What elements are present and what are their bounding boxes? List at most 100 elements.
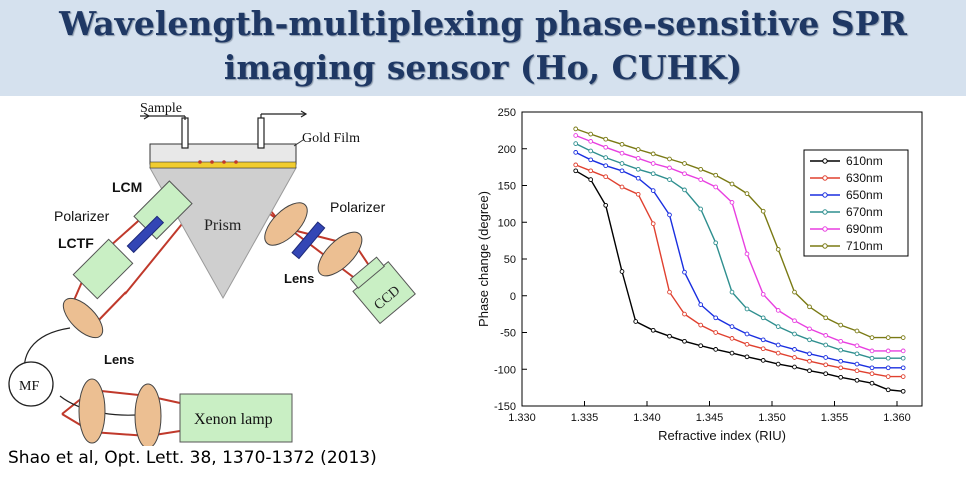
label-polarizer-left: Polarizer	[54, 208, 110, 224]
data-point-630nm	[635, 191, 641, 197]
data-point-690nm	[573, 133, 579, 138]
data-point-690nm	[869, 348, 875, 354]
data-point-630nm	[713, 330, 719, 335]
data-point-630nm	[775, 350, 781, 356]
data-point-630nm	[869, 371, 875, 377]
data-point-610nm	[869, 380, 875, 386]
y-tick-label: 250	[498, 107, 516, 119]
x-axis-label: Refractive index (RIU)	[658, 428, 786, 443]
data-point-710nm	[635, 147, 641, 152]
lens-bottom-2	[134, 383, 162, 446]
x-tick-label: 1.330	[508, 412, 536, 424]
data-point-710nm	[869, 335, 875, 340]
data-point-650nm	[744, 331, 750, 337]
data-point-710nm	[667, 156, 672, 162]
label-xenon-lamp: Xenon lamp	[194, 411, 273, 428]
legend-label-710nm: 710nm	[846, 239, 883, 253]
data-point-630nm	[900, 374, 906, 379]
data-point-630nm	[838, 365, 844, 371]
label-polarizer-right: Polarizer	[330, 199, 386, 215]
data-point-610nm	[650, 327, 656, 333]
data-point-670nm	[838, 347, 844, 353]
data-point-650nm	[650, 188, 656, 193]
legend-marker-630nm	[822, 175, 828, 181]
label-prism: Prism	[204, 217, 242, 234]
data-point-670nm	[775, 324, 781, 329]
data-point-690nm	[900, 348, 906, 354]
data-point-650nm	[603, 163, 609, 169]
series-line-690nm	[575, 134, 904, 352]
data-point-690nm	[838, 338, 844, 344]
data-point-710nm	[588, 131, 594, 137]
data-point-670nm	[854, 351, 860, 357]
data-point-690nm	[619, 150, 625, 156]
data-point-690nm	[603, 144, 609, 150]
data-point-710nm	[650, 151, 656, 157]
y-tick-label: 0	[510, 291, 516, 303]
polarizer-right	[291, 221, 326, 260]
label-lctf: LCTF	[58, 235, 94, 251]
data-point-650nm	[729, 324, 735, 329]
legend-marker-670nm	[822, 209, 828, 215]
data-point-630nm	[573, 162, 579, 168]
data-point-610nm	[633, 319, 639, 324]
data-point-670nm	[869, 355, 875, 361]
data-point-670nm	[682, 187, 687, 193]
label-gold-film: Gold Film	[302, 131, 360, 146]
y-tick-label: 100	[498, 217, 516, 229]
legend-marker-710nm	[822, 243, 828, 249]
data-point-670nm	[635, 166, 641, 172]
data-point-650nm	[619, 168, 625, 174]
data-point-710nm	[792, 289, 797, 295]
data-point-630nm	[667, 289, 672, 295]
data-point-650nm	[775, 342, 781, 348]
x-tick-label: 1.345	[696, 412, 724, 424]
data-point-610nm	[792, 364, 797, 370]
data-point-610nm	[900, 388, 906, 394]
legend-label-650nm: 650nm	[846, 188, 883, 202]
data-point-670nm	[760, 315, 766, 321]
legend-box	[803, 149, 909, 257]
legend-label-610nm: 610nm	[846, 154, 883, 168]
y-tick-label: 50	[504, 254, 516, 266]
label-mf: MF	[19, 379, 39, 394]
legend-label-630nm: 630nm	[846, 171, 883, 185]
data-point-670nm	[603, 155, 609, 160]
lctf-component	[72, 238, 134, 300]
legend-marker-610nm	[822, 158, 828, 164]
data-point-630nm	[729, 336, 735, 341]
data-point-690nm	[775, 308, 781, 313]
label-sample: Sample	[140, 101, 182, 116]
data-point-650nm	[854, 361, 860, 367]
data-point-610nm	[588, 177, 594, 182]
data-point-610nm	[603, 202, 609, 208]
lens-right-2	[317, 231, 363, 277]
data-point-710nm	[744, 191, 750, 196]
data-point-710nm	[775, 247, 781, 252]
data-point-670nm	[744, 306, 750, 312]
data-point-630nm	[744, 341, 750, 347]
data-point-650nm	[698, 302, 704, 307]
data-point-630nm	[619, 184, 625, 190]
data-point-650nm	[900, 365, 906, 371]
data-point-690nm	[682, 171, 687, 177]
data-point-610nm	[619, 269, 625, 274]
phase-change-chart: 1.330 1.335 1.340 1.345 1.350 1.355 1.360 -150 -…	[476, 107, 923, 443]
data-point-670nm	[650, 171, 656, 177]
data-point-650nm	[635, 175, 641, 181]
data-point-670nm	[698, 206, 704, 212]
series-line-710nm	[575, 128, 904, 339]
lens-right-1	[264, 202, 308, 246]
data-point-690nm	[588, 139, 594, 144]
x-tick-label: 1.340	[633, 412, 661, 424]
data-point-630nm	[698, 322, 704, 328]
legend-label-670nm: 670nm	[846, 205, 883, 219]
data-point-630nm	[854, 368, 860, 374]
legend-marker-690nm	[822, 226, 828, 232]
data-point-610nm	[760, 358, 766, 363]
data-point-690nm	[650, 161, 656, 166]
data-point-650nm	[588, 157, 594, 163]
x-tick-label: 1.355	[821, 412, 849, 424]
gold-film-pointer	[293, 139, 304, 147]
x-tick-label: 1.335	[571, 412, 599, 424]
